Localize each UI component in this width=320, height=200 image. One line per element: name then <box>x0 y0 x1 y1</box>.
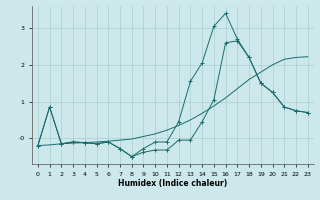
X-axis label: Humidex (Indice chaleur): Humidex (Indice chaleur) <box>118 179 228 188</box>
